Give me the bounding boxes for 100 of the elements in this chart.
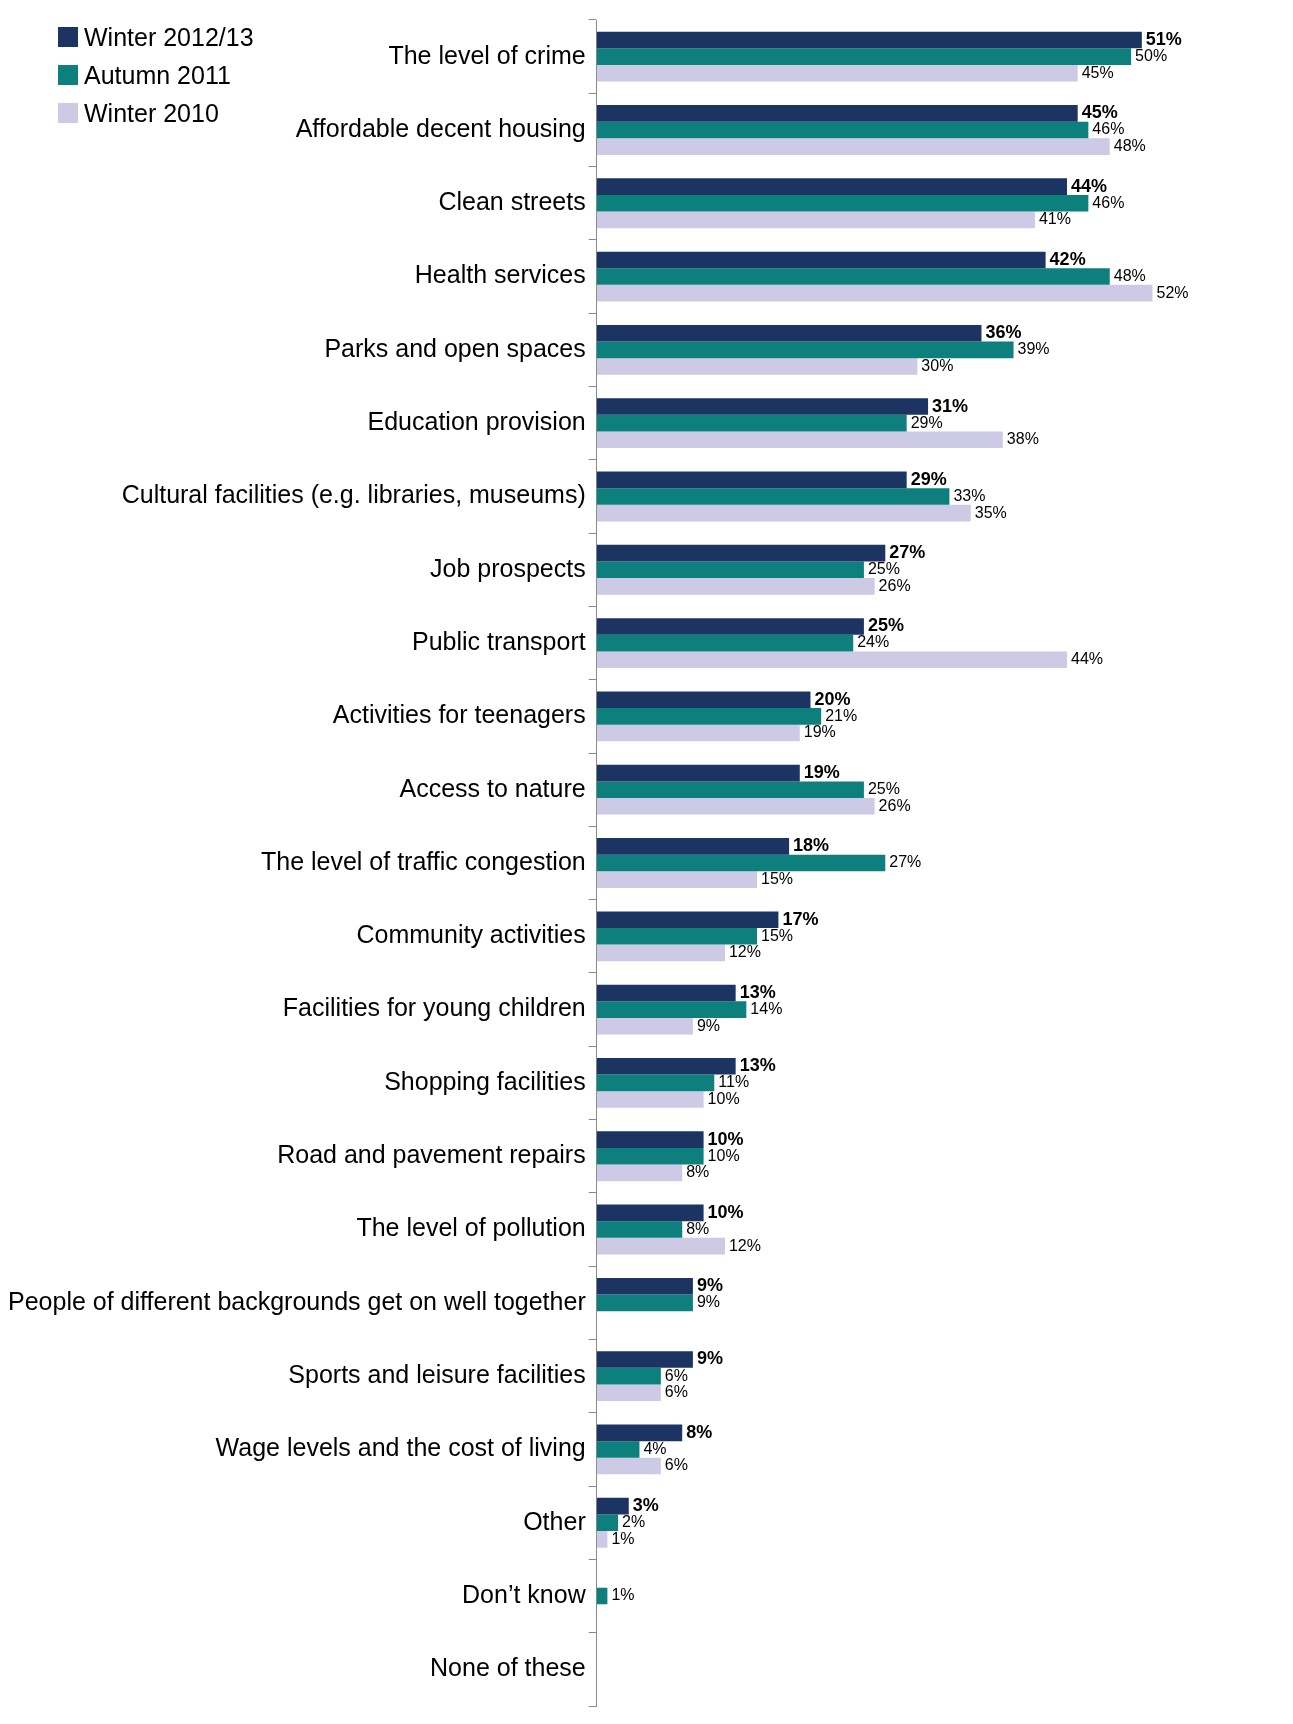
y-tick-label: Cultural facilities (e.g. libraries, museums) <box>121 480 586 509</box>
data-label: 9% <box>696 1293 721 1311</box>
data-label: 35% <box>974 503 1007 521</box>
bar <box>596 1147 704 1165</box>
data-label: 13% <box>739 981 776 1002</box>
bar <box>596 1424 683 1442</box>
data-label: 8% <box>686 1421 713 1442</box>
data-label: 46% <box>1092 193 1125 211</box>
bar <box>596 471 907 489</box>
bar <box>596 1057 736 1075</box>
data-label: 4% <box>643 1439 667 1457</box>
data-label: 27% <box>889 542 926 563</box>
y-tick-label: Parks and open spaces <box>324 333 586 362</box>
bar <box>596 764 800 782</box>
bar <box>596 838 790 855</box>
y-tick-label: Activities for teenagers <box>332 700 586 729</box>
bar <box>596 1384 661 1402</box>
data-label: 29% <box>910 468 947 489</box>
bar <box>596 1531 608 1548</box>
bar <box>596 398 929 415</box>
bar <box>596 31 1142 49</box>
bar <box>596 414 907 432</box>
data-label: 18% <box>793 835 830 856</box>
bar <box>596 1457 661 1475</box>
data-label: 2% <box>622 1513 646 1531</box>
bar <box>596 871 758 888</box>
data-label: 20% <box>814 688 851 709</box>
data-label: 41% <box>1038 210 1071 228</box>
y-tick-label: Other <box>523 1506 586 1535</box>
data-label: 1% <box>611 1586 635 1604</box>
bar <box>596 1587 608 1605</box>
data-label: 6% <box>664 1383 688 1401</box>
bar <box>596 1074 715 1092</box>
bar <box>596 324 982 342</box>
bar <box>596 194 1089 212</box>
data-label: 50% <box>1135 47 1168 65</box>
bar <box>596 984 736 1002</box>
bar <box>596 1514 619 1532</box>
data-label: 9% <box>696 1348 723 1369</box>
bar <box>596 651 1067 669</box>
data-label: 45% <box>1081 102 1118 123</box>
data-label: 26% <box>878 576 911 594</box>
legend-label: Winter 2012/13 <box>84 22 254 52</box>
data-label: 10% <box>707 1146 740 1164</box>
data-label: 21% <box>825 706 858 724</box>
bar <box>596 1204 704 1222</box>
bar <box>596 48 1132 65</box>
data-label: 44% <box>1070 650 1104 668</box>
data-label: 19% <box>803 723 836 741</box>
data-label: 10% <box>707 1128 744 1149</box>
data-label: 12% <box>728 943 761 961</box>
bar <box>596 854 886 872</box>
bar <box>596 1441 640 1458</box>
bar <box>596 578 875 595</box>
data-label: 51% <box>1145 29 1182 50</box>
bar <box>596 268 1110 285</box>
legend-label: Winter 2010 <box>84 98 219 128</box>
y-tick-label: None of these <box>430 1653 586 1682</box>
data-label: 11% <box>718 1073 750 1091</box>
data-label: 25% <box>867 560 900 578</box>
bar <box>596 1497 629 1515</box>
bar <box>596 1164 683 1182</box>
data-label: 9% <box>696 1016 721 1034</box>
bar <box>596 1237 725 1255</box>
bar <box>596 1221 683 1238</box>
bar <box>596 634 854 652</box>
bar <box>596 1277 693 1295</box>
y-tick-label: Public transport <box>412 626 586 655</box>
bar <box>596 561 864 579</box>
y-tick-label: People of different backgrounds get on well together <box>7 1286 586 1315</box>
bar <box>596 911 779 928</box>
data-label: 8% <box>686 1219 710 1237</box>
bar <box>596 64 1078 82</box>
bar <box>596 708 822 725</box>
bar <box>596 944 725 962</box>
data-label: 27% <box>889 853 922 871</box>
data-label: 15% <box>761 926 794 944</box>
y-tick-label: Job prospects <box>430 553 586 582</box>
y-tick-label: Road and pavement repairs <box>277 1140 586 1169</box>
data-label: 3% <box>632 1495 659 1516</box>
y-tick-label: Health services <box>414 260 586 289</box>
bar <box>596 211 1035 229</box>
y-tick-label: The level of crime <box>388 40 586 69</box>
y-tick-label: Wage levels and the cost of living <box>215 1433 586 1462</box>
data-label: 1% <box>611 1529 635 1547</box>
data-label: 19% <box>803 762 840 783</box>
data-label: 17% <box>782 908 819 929</box>
data-label: 38% <box>1006 430 1039 448</box>
data-label: 48% <box>1113 136 1146 154</box>
y-tick-label: Education provision <box>367 407 586 436</box>
data-label: 36% <box>985 322 1022 343</box>
y-tick-label: Access to nature <box>399 773 586 802</box>
bar <box>596 341 1014 359</box>
bar <box>596 544 886 562</box>
bar <box>596 504 971 522</box>
bar <box>596 1091 704 1108</box>
data-label: 48% <box>1113 266 1146 284</box>
data-label: 33% <box>953 486 986 504</box>
bar <box>596 178 1067 195</box>
data-label: 6% <box>664 1456 688 1474</box>
